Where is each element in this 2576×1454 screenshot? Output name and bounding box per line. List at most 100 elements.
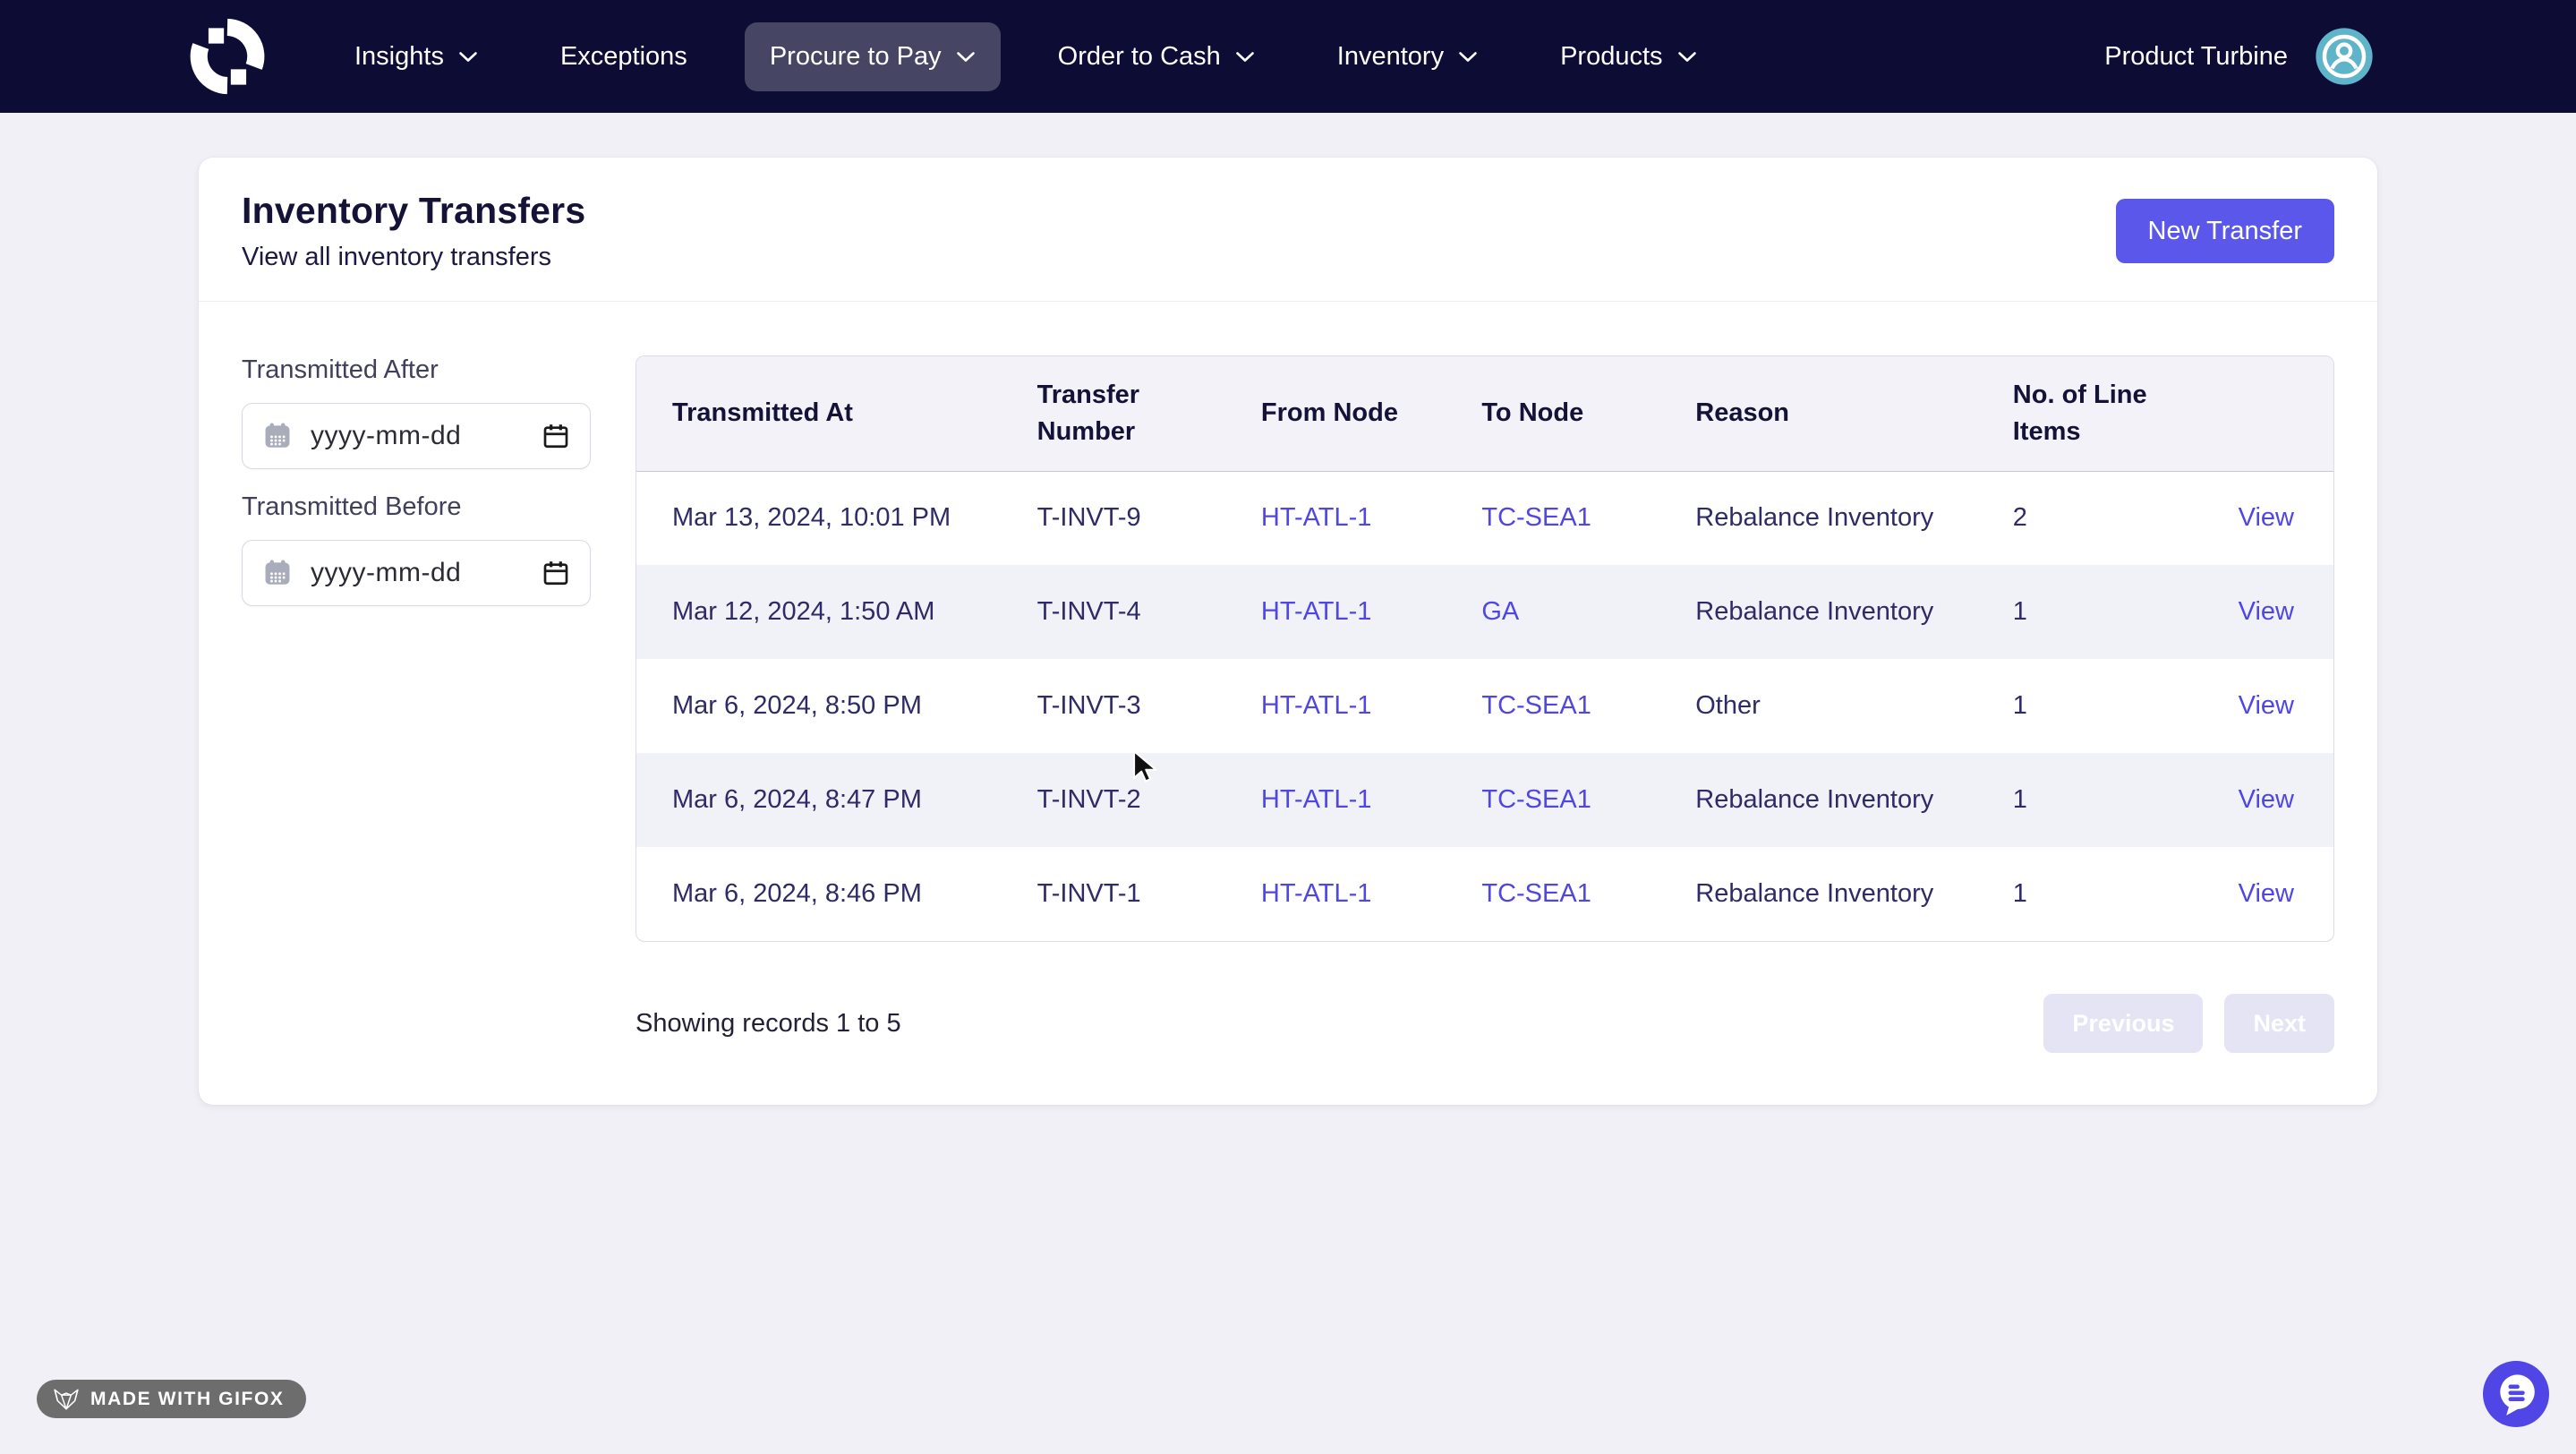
to-node-link[interactable]: TC-SEA1 <box>1481 879 1591 908</box>
calendar-icon <box>265 560 290 585</box>
cell-to-node: GA <box>1446 565 1660 659</box>
user-circle-icon <box>2316 28 2373 85</box>
cell-reason: Rebalance Inventory <box>1695 879 1934 908</box>
cell-to-node: TC-SEA1 <box>1446 659 1659 753</box>
date-placeholder: yyyy-mm-dd <box>311 421 462 450</box>
table-panel: Transmitted At Transfer Number From Node… <box>635 355 2334 1053</box>
from-node-link[interactable]: HT-ATL-1 <box>1260 879 1372 908</box>
previous-button[interactable]: Previous <box>2043 994 2204 1053</box>
made-with-gifox-badge: MADE WITH GIFOX <box>37 1380 306 1418</box>
chevron-down-icon <box>1235 51 1254 62</box>
table-row: Mar 6, 2024, 8:50 PM T-INVT-3 HT-ATL-1 T… <box>636 659 2333 753</box>
cell-line-items: 1 <box>1976 753 2183 847</box>
filters-panel: Transmitted After yyyy-mm-dd <box>242 355 591 1053</box>
records-summary: Showing records 1 to 5 <box>635 1008 901 1038</box>
view-link[interactable]: View <box>2238 785 2294 814</box>
to-node-link[interactable]: TC-SEA1 <box>1481 503 1591 533</box>
cell-action: View <box>2182 471 2333 565</box>
cell-line-items: 1 <box>2012 879 2027 908</box>
calendar-icon <box>265 423 290 448</box>
cell-transmitted-at: Mar 13, 2024, 10:01 PM <box>672 503 951 533</box>
cell-transfer-number: T-INVT-1 <box>1036 879 1141 908</box>
cell-action: View <box>2182 847 2333 941</box>
cell-transmitted-at: Mar 6, 2024, 8:46 PM <box>672 879 922 908</box>
col-from-node: From Node <box>1224 356 1446 472</box>
chevron-down-icon <box>1459 51 1477 62</box>
view-link[interactable]: View <box>2238 503 2294 533</box>
cell-to-node: TC-SEA1 <box>1446 847 1659 941</box>
card-header: Inventory Transfers View all inventory t… <box>199 158 2377 302</box>
cell-to-node: TC-SEA1 <box>1446 753 1660 847</box>
cell-transmitted-at: Mar 6, 2024, 8:47 PM <box>636 753 1002 847</box>
chevron-down-icon <box>459 51 477 62</box>
calendar-picker-icon[interactable] <box>542 422 570 450</box>
nav-item-insights[interactable]: Insights <box>329 22 503 91</box>
cell-reason: Rebalance Inventory <box>1659 753 1977 847</box>
page-subtitle: View all inventory transfers <box>242 243 552 271</box>
cell-reason: Other <box>1695 691 1761 720</box>
page-title: Inventory Transfers <box>242 190 586 231</box>
cell-reason: Rebalance Inventory <box>1659 565 1977 659</box>
cell-transfer-number: T-INVT-9 <box>1036 503 1141 533</box>
nav-item-label: Order to Cash <box>1057 41 1221 71</box>
from-node-link[interactable]: HT-ATL-1 <box>1260 785 1372 814</box>
table-row: Mar 13, 2024, 10:01 PM T-INVT-9 HT-ATL-1… <box>636 471 2333 565</box>
date-placeholder: yyyy-mm-dd <box>311 558 462 587</box>
title-block: Inventory Transfers View all inventory t… <box>242 190 585 272</box>
nav-item-label: Exceptions <box>559 41 687 71</box>
transmitted-after-input[interactable]: yyyy-mm-dd <box>242 403 591 469</box>
transmitted-before-label: Transmitted Before <box>242 492 462 521</box>
table-row: Mar 12, 2024, 1:50 AM T-INVT-4 HT-ATL-1 … <box>636 565 2333 659</box>
cell-transfer-number: T-INVT-3 <box>1036 691 1141 720</box>
app-logo[interactable] <box>186 15 269 98</box>
view-link[interactable]: View <box>2238 879 2294 908</box>
nav-item-products[interactable]: Products <box>1535 22 1721 91</box>
pagination: Previous Next <box>2043 994 2334 1053</box>
chevron-down-icon <box>1677 51 1696 62</box>
col-line-items: No. of Line Items <box>1976 356 2183 472</box>
cell-from-node: HT-ATL-1 <box>1224 565 1446 659</box>
nav-item-inventory[interactable]: Inventory <box>1312 22 1503 91</box>
chevron-down-icon <box>956 51 975 62</box>
from-node-link[interactable]: HT-ATL-1 <box>1260 503 1372 533</box>
table-footer: Showing records 1 to 5 Previous Next <box>635 994 2334 1053</box>
gifox-badge-label: MADE WITH GIFOX <box>90 1388 285 1409</box>
col-transfer-number: Transfer Number <box>1001 356 1225 472</box>
cell-from-node: HT-ATL-1 <box>1225 659 1446 753</box>
transmitted-after-label: Transmitted After <box>242 355 439 384</box>
nav-item-exceptions[interactable]: Exceptions <box>535 22 712 91</box>
user-avatar[interactable] <box>2315 27 2374 86</box>
nav-item-procure-to-pay[interactable]: Procure to Pay <box>744 21 1001 91</box>
to-node-link[interactable]: GA <box>1481 597 1520 626</box>
transmitted-before-input[interactable]: yyyy-mm-dd <box>242 540 591 606</box>
nav-item-label: Insights <box>354 41 444 71</box>
cell-transfer-number: T-INVT-2 <box>1001 753 1225 847</box>
cell-from-node: HT-ATL-1 <box>1224 753 1446 847</box>
next-button[interactable]: Next <box>2224 994 2334 1053</box>
to-node-link[interactable]: TC-SEA1 <box>1481 785 1591 814</box>
fox-icon <box>54 1389 79 1409</box>
to-node-link[interactable]: TC-SEA1 <box>1481 691 1591 720</box>
nav-item-label: Procure to Pay <box>769 41 942 71</box>
calendar-picker-icon[interactable] <box>542 559 570 587</box>
new-transfer-button[interactable]: New Transfer <box>2115 199 2334 263</box>
from-node-link[interactable]: HT-ATL-1 <box>1260 691 1372 720</box>
col-actions <box>2182 356 2333 472</box>
col-to-node: To Node <box>1446 356 1660 472</box>
cell-line-items: 2 <box>2012 503 2027 533</box>
user-name: Product Turbine <box>2104 41 2288 71</box>
cycle-arrows-icon <box>190 18 265 95</box>
cell-to-node: TC-SEA1 <box>1446 471 1659 565</box>
cell-transfer-number: T-INVT-4 <box>1001 565 1225 659</box>
view-link[interactable]: View <box>2238 691 2294 720</box>
cell-reason: Rebalance Inventory <box>1695 503 1934 533</box>
cell-from-node: HT-ATL-1 <box>1225 847 1446 941</box>
nav-item-order-to-cash[interactable]: Order to Cash <box>1033 22 1280 91</box>
view-link[interactable]: View <box>2238 597 2294 626</box>
cell-action: View <box>2182 753 2333 847</box>
main-nav: Insights Exceptions Procure to Pay Order… <box>329 21 1722 91</box>
from-node-link[interactable]: HT-ATL-1 <box>1260 597 1372 626</box>
nav-right: Product Turbine <box>2104 27 2374 86</box>
chat-button[interactable] <box>2483 1361 2549 1427</box>
card-body: Transmitted After yyyy-mm-dd <box>199 302 2377 1053</box>
